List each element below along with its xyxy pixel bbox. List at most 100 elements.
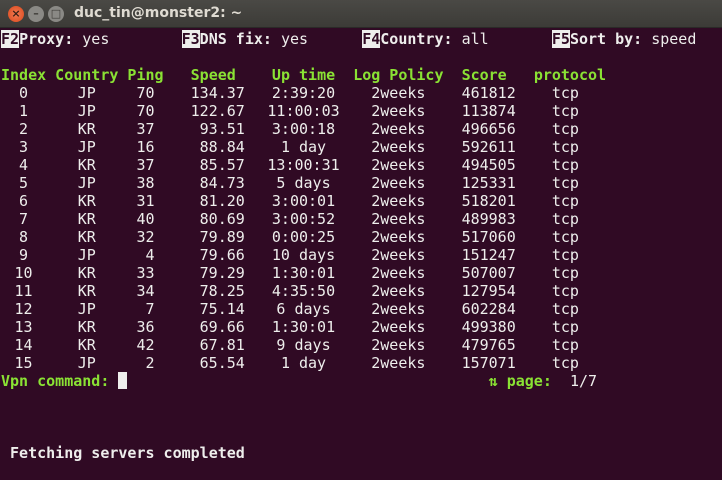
cell-score: 157071 [461, 354, 516, 372]
table-row[interactable]: 4 KR 37 85.57 13:00:31 2weeks 494505 tcp [1, 156, 722, 174]
option-label: Country: [380, 30, 453, 48]
cell-uptime: 3:00:52 [271, 210, 336, 228]
column-header: Ping [127, 66, 164, 84]
cell-index: 5 [19, 174, 29, 192]
cell-protocol: tcp [551, 156, 579, 174]
cell-index: 13 [14, 318, 33, 336]
table-row[interactable]: 13 KR 36 69.66 1:30:01 2weeks 499380 tcp [1, 318, 722, 336]
option-label: Proxy: [19, 30, 74, 48]
cell-protocol: tcp [551, 210, 579, 228]
cell-uptime: 9 days [276, 336, 331, 354]
cell-speed: 79.66 [199, 246, 245, 264]
function-key: F5 [551, 30, 570, 48]
cell-country: KR [77, 156, 96, 174]
cell-country: KR [77, 120, 96, 138]
up-down-arrows-icon: ⇅ [488, 372, 498, 390]
cell-speed: 84.73 [199, 174, 245, 192]
cell-score: 507007 [461, 264, 516, 282]
cell-uptime: 1:30:01 [271, 318, 336, 336]
cell-protocol: tcp [551, 192, 579, 210]
maximize-button[interactable]: □ [48, 6, 64, 22]
command-input[interactable] [118, 372, 128, 390]
table-row[interactable]: 3 JP 16 88.84 1 day 2weeks 592611 tcp [1, 138, 722, 156]
table-row[interactable]: 1 JP 70 122.67 11:00:03 2weeks 113874 tcp [1, 102, 722, 120]
cell-uptime: 11:00:03 [267, 102, 340, 120]
cell-ping: 4 [145, 246, 155, 264]
cell-ping: 31 [136, 192, 155, 210]
function-key: F2 [1, 30, 20, 48]
table-row[interactable]: 2 KR 37 93.51 3:00:18 2weeks 496656 tcp [1, 120, 722, 138]
cell-ping: 2 [145, 354, 155, 372]
cell-ping: 36 [136, 318, 155, 336]
cell-log-policy: 2weeks [371, 264, 426, 282]
cell-country: KR [77, 318, 96, 336]
column-header: Index [1, 66, 47, 84]
cell-speed: 75.14 [199, 300, 245, 318]
prompt-line[interactable]: Vpn command: ⇅ page: 1/7 [1, 372, 722, 390]
cell-index: 4 [19, 156, 29, 174]
table-row[interactable]: 12 JP 7 75.14 6 days 2weeks 602284 tcp [1, 300, 722, 318]
cell-ping: 70 [136, 84, 155, 102]
cell-uptime: 2:39:20 [271, 84, 336, 102]
option-value: all [461, 30, 489, 48]
table-row[interactable]: 8 KR 32 79.89 0:00:25 2weeks 517060 tcp [1, 228, 722, 246]
table-header: Index Country Ping Speed Up time Log Policy Sc… [1, 66, 722, 84]
cell-score: 592611 [461, 138, 516, 156]
option-value: speed [651, 30, 697, 48]
function-key: F3 [181, 30, 200, 48]
cell-log-policy: 2weeks [371, 228, 426, 246]
cell-score: 125331 [461, 174, 516, 192]
cell-log-policy: 2weeks [371, 156, 426, 174]
column-header: Country [55, 66, 119, 84]
cell-index: 1 [19, 102, 29, 120]
cell-speed: 79.89 [199, 228, 245, 246]
table-row[interactable]: 5 JP 38 84.73 5 days 2weeks 125331 tcp [1, 174, 722, 192]
terminal[interactable]: F2Proxy: yes F3DNS fix: yes F4Country: all… [1, 30, 722, 462]
option-f2[interactable]: F2Proxy: yes [1, 30, 109, 48]
status-message: Fetching servers completed [10, 444, 245, 462]
cell-score: 489983 [461, 210, 516, 228]
minimize-button[interactable]: – [28, 6, 44, 22]
cell-ping: 7 [145, 300, 155, 318]
close-button[interactable]: × [8, 6, 24, 22]
cell-index: 3 [19, 138, 29, 156]
cell-log-policy: 2weeks [371, 318, 426, 336]
table-row[interactable]: 9 JP 4 79.66 10 days 2weeks 151247 tcp [1, 246, 722, 264]
cell-speed: 122.67 [190, 102, 245, 120]
option-f3[interactable]: F3DNS fix: yes [181, 30, 309, 48]
cell-index: 15 [14, 354, 33, 372]
cell-log-policy: 2weeks [371, 174, 426, 192]
cell-score: 461812 [461, 84, 516, 102]
option-f5[interactable]: F5Sort by: speed [551, 30, 697, 48]
table-row[interactable]: 11 KR 34 78.25 4:35:50 2weeks 127954 tcp [1, 282, 722, 300]
cell-ping: 40 [136, 210, 155, 228]
table-row[interactable]: 6 KR 31 81.20 3:00:01 2weeks 518201 tcp [1, 192, 722, 210]
cell-ping: 34 [136, 282, 155, 300]
cell-protocol: tcp [551, 84, 579, 102]
cell-index: 8 [19, 228, 29, 246]
cell-score: 479765 [461, 336, 516, 354]
page-number: 1/7 [569, 372, 598, 390]
cell-uptime: 6 days [276, 300, 331, 318]
cell-index: 12 [14, 300, 33, 318]
cell-log-policy: 2weeks [371, 282, 426, 300]
cell-protocol: tcp [551, 318, 579, 336]
table-row[interactable]: 10 KR 33 79.29 1:30:01 2weeks 507007 tcp [1, 264, 722, 282]
cell-log-policy: 2weeks [371, 138, 426, 156]
cell-index: 11 [14, 282, 33, 300]
cell-ping: 33 [136, 264, 155, 282]
table-row[interactable]: 14 KR 42 67.81 9 days 2weeks 479765 tcp [1, 336, 722, 354]
option-f4[interactable]: F4Country: all [362, 30, 489, 48]
cell-uptime: 4:35:50 [271, 282, 336, 300]
table-row[interactable]: 7 KR 40 80.69 3:00:52 2weeks 489983 tcp [1, 210, 722, 228]
option-value: yes [280, 30, 309, 48]
cursor [118, 372, 128, 389]
table-row[interactable]: 0 JP 70 134.37 2:39:20 2weeks 461812 tcp [1, 84, 722, 102]
cell-score: 496656 [461, 120, 516, 138]
cell-uptime: 3:00:01 [271, 192, 336, 210]
table-row[interactable]: 15 JP 2 65.54 1 day 2weeks 157071 tcp [1, 354, 722, 372]
cell-ping: 37 [136, 120, 155, 138]
cell-log-policy: 2weeks [371, 210, 426, 228]
column-header: Up time [271, 66, 336, 84]
cell-uptime: 1:30:01 [271, 264, 336, 282]
